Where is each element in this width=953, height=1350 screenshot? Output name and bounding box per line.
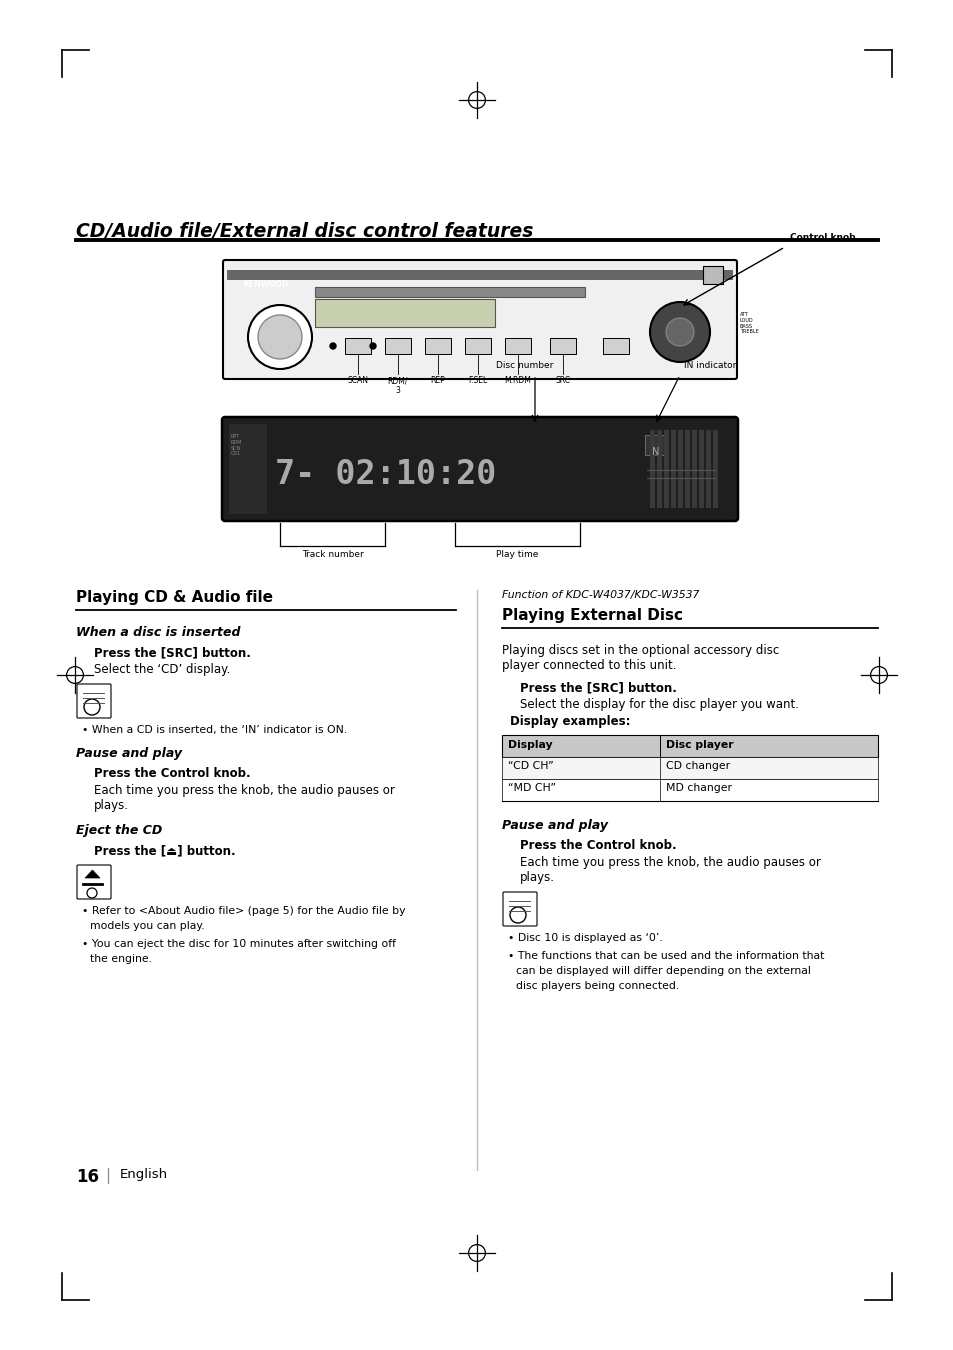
Text: Playing discs set in the optional accessory disc: Playing discs set in the optional access… (501, 644, 779, 657)
FancyBboxPatch shape (77, 684, 111, 718)
Text: REP: REP (430, 377, 445, 385)
Text: Each time you press the knob, the audio pauses or: Each time you press the knob, the audio … (519, 856, 820, 869)
Circle shape (257, 315, 302, 359)
Text: RPT
RDM
SCN
CD1: RPT RDM SCN CD1 (231, 433, 242, 456)
Bar (314, 298, 495, 327)
Text: KENWOOD: KENWOOD (243, 279, 288, 289)
Bar (385, 338, 411, 354)
Text: |: | (105, 1168, 110, 1184)
Text: models you can play.: models you can play. (90, 921, 204, 931)
Text: Eject the CD: Eject the CD (76, 824, 162, 837)
Text: Press the [SRC] button.: Press the [SRC] button. (519, 680, 677, 694)
Text: Press the [SRC] button.: Press the [SRC] button. (94, 647, 251, 659)
Bar (504, 338, 531, 354)
Text: SCAN: SCAN (347, 377, 368, 385)
Bar (678, 431, 682, 508)
Text: • Disc 10 is displayed as ‘0’.: • Disc 10 is displayed as ‘0’. (507, 933, 662, 944)
Bar (699, 431, 703, 508)
Bar (314, 288, 584, 297)
Bar (602, 338, 628, 354)
Text: N: N (652, 447, 659, 458)
Text: F.SEL: F.SEL (468, 377, 487, 385)
Circle shape (370, 343, 375, 350)
Text: can be displayed will differ depending on the external: can be displayed will differ depending o… (516, 967, 810, 976)
Text: ATT
LOUD
BASS
TREBLE: ATT LOUD BASS TREBLE (740, 312, 758, 335)
Text: • The functions that can be used and the information that: • The functions that can be used and the… (507, 950, 823, 961)
Bar (227, 270, 732, 279)
Text: Display: Display (507, 740, 552, 751)
Text: SRC: SRC (555, 377, 570, 385)
Circle shape (665, 319, 693, 346)
Text: CD changer: CD changer (665, 761, 729, 771)
Text: English: English (120, 1168, 168, 1181)
Text: When a disc is inserted: When a disc is inserted (76, 626, 240, 639)
Bar (712, 431, 718, 508)
Bar (702, 266, 722, 283)
Text: Track number: Track number (302, 549, 363, 559)
Text: Playing CD & Audio file: Playing CD & Audio file (76, 590, 273, 605)
Bar (345, 338, 371, 354)
Text: 7- 02:10:20: 7- 02:10:20 (274, 459, 496, 491)
Bar (684, 431, 689, 508)
Text: Press the Control knob.: Press the Control knob. (94, 767, 251, 780)
FancyBboxPatch shape (222, 417, 738, 521)
Text: disc players being connected.: disc players being connected. (516, 981, 679, 991)
Text: “MD CH”: “MD CH” (507, 783, 556, 792)
Text: RDM/
3: RDM/ 3 (387, 377, 408, 396)
Bar (501, 757, 877, 779)
Text: M.RDM: M.RDM (504, 377, 531, 385)
Text: the engine.: the engine. (90, 954, 152, 964)
Text: player connected to this unit.: player connected to this unit. (501, 659, 676, 672)
Bar (691, 431, 697, 508)
Bar (501, 734, 877, 757)
Text: Playing External Disc: Playing External Disc (501, 608, 682, 622)
Text: 16: 16 (76, 1168, 99, 1187)
Text: Pause and play: Pause and play (501, 819, 607, 832)
Text: Pause and play: Pause and play (76, 747, 182, 760)
Text: Control knob: Control knob (789, 234, 855, 242)
Bar (663, 431, 668, 508)
Circle shape (248, 305, 312, 369)
Text: Select the display for the disc player you want.: Select the display for the disc player y… (519, 698, 799, 711)
Text: plays.: plays. (94, 799, 129, 811)
Bar (464, 338, 491, 354)
Text: • You can eject the disc for 10 minutes after switching off: • You can eject the disc for 10 minutes … (82, 940, 395, 949)
Text: Play time: Play time (496, 549, 537, 559)
Bar (424, 338, 451, 354)
Bar (649, 431, 655, 508)
Text: • When a CD is inserted, the ‘IN’ indicator is ON.: • When a CD is inserted, the ‘IN’ indica… (82, 725, 347, 734)
Text: • Refer to <About Audio file> (page 5) for the Audio file by: • Refer to <About Audio file> (page 5) f… (82, 906, 405, 917)
Text: Press the [⏏] button.: Press the [⏏] button. (94, 844, 235, 857)
Text: Select the ‘CD’ display.: Select the ‘CD’ display. (94, 663, 230, 676)
Text: MD changer: MD changer (665, 783, 731, 792)
Text: Disc number: Disc number (496, 360, 553, 370)
FancyBboxPatch shape (223, 261, 737, 379)
Bar (705, 431, 710, 508)
Text: CD/Audio file/External disc control features: CD/Audio file/External disc control feat… (76, 221, 533, 242)
Text: Disc player: Disc player (665, 740, 733, 751)
Text: Function of KDC-W4037/KDC-W3537: Function of KDC-W4037/KDC-W3537 (501, 590, 699, 599)
Text: “CD CH”: “CD CH” (507, 761, 553, 771)
Bar (229, 424, 267, 514)
FancyBboxPatch shape (77, 865, 111, 899)
Bar (550, 338, 576, 354)
Bar (670, 431, 676, 508)
Text: Press the Control knob.: Press the Control knob. (519, 838, 676, 852)
Bar (644, 435, 666, 455)
Polygon shape (85, 869, 100, 878)
Bar (501, 779, 877, 801)
Circle shape (649, 302, 709, 362)
Text: Each time you press the knob, the audio pauses or: Each time you press the knob, the audio … (94, 784, 395, 796)
FancyBboxPatch shape (502, 892, 537, 926)
Text: plays.: plays. (519, 871, 555, 884)
Text: IN indicator: IN indicator (683, 360, 736, 370)
Bar (657, 431, 661, 508)
Circle shape (330, 343, 335, 350)
Text: Display examples:: Display examples: (510, 716, 630, 728)
